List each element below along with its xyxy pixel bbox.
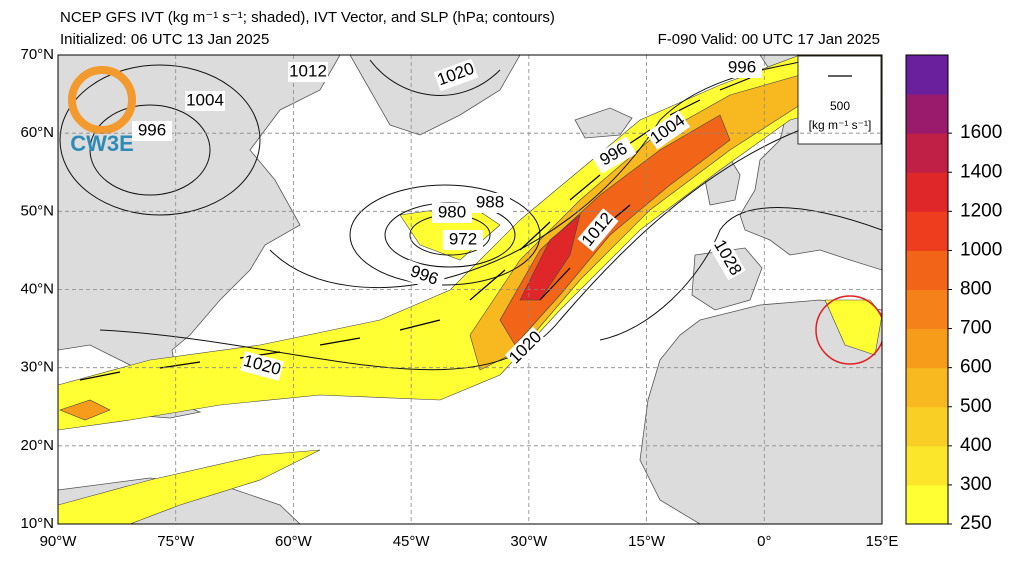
colorbar-segment (906, 133, 948, 173)
contour-label: 1004 (186, 90, 224, 109)
map: 500 [kg m⁻¹ s⁻¹] CW3E 1012 1020 9961004996… (58, 55, 882, 524)
contour-label: 1012 (289, 61, 327, 80)
colorbar-label: 400 (960, 435, 992, 456)
colorbar-segment (906, 367, 948, 408)
contour-label-bg (433, 58, 479, 92)
contour-label-bg (591, 136, 637, 174)
iceland (574, 107, 633, 139)
colorbar-label: 1200 (960, 200, 1002, 221)
colorbar-segment (906, 289, 948, 330)
contour-label-bg (401, 259, 447, 293)
colorbar-label: 1600 (960, 122, 1002, 143)
map-axes: 70°N 60°N 50°N 40°N 30°N 20°N 10°N90°W 75°W 60°W… (20, 46, 898, 550)
contour-label-bg (288, 62, 328, 82)
colorbar-segment (906, 172, 948, 212)
vector-key-value: 500 (830, 99, 850, 113)
lon-label: 15°W (628, 533, 666, 550)
colorbar-label: 1000 (960, 239, 1002, 260)
contour-label-bg (432, 203, 472, 223)
logo-ring (68, 66, 136, 134)
colorbar-segment (906, 406, 948, 447)
contour-label: 996 (728, 57, 756, 76)
lon-label: 0° (757, 533, 771, 550)
contour-label-bg (470, 193, 510, 213)
lon-label: 45°W (393, 533, 431, 550)
colorbar-segment (906, 250, 948, 290)
ivt-250-med (824, 299, 882, 356)
contour-label: 988 (476, 192, 504, 211)
colorbar-label: 800 (960, 279, 992, 300)
lat-label: 30°N (20, 359, 54, 376)
colorbar-segment (906, 55, 948, 95)
lon-label: 60°W (275, 533, 313, 550)
lon-label: 15°E (866, 533, 899, 550)
colorbar-segment (906, 94, 948, 134)
lat-label: 20°N (20, 437, 54, 454)
lat-label: 70°N (20, 46, 54, 63)
colorbar-segment (906, 328, 948, 369)
title: NCEP GFS IVT (kg m⁻¹ s⁻¹; shaded), IVT V… (60, 9, 555, 26)
colorbar-label: 1400 (960, 161, 1002, 182)
colorbar-frame (905, 54, 949, 525)
colorbar-segment (906, 484, 948, 525)
lat-label: 40°N (20, 280, 54, 297)
map-frame (57, 54, 883, 525)
contour-label: 972 (449, 229, 477, 248)
colorbar-label: 700 (960, 318, 992, 339)
north-america (58, 55, 341, 396)
colorbar-label: 500 (960, 396, 992, 417)
lon-label: 75°W (157, 533, 195, 550)
init-time: Initialized: 06 UTC 13 Jan 2025 (60, 31, 269, 48)
contour-label-bg (577, 208, 619, 252)
vector-key-units: [kg m⁻¹ s⁻¹] (809, 118, 872, 132)
contour-label: 996 (138, 120, 166, 139)
contour-label-bg (240, 351, 284, 381)
contour-label-bg (185, 91, 225, 111)
colorbar-label: 250 (960, 513, 992, 534)
colorbar-segment (906, 211, 948, 251)
lat-label: 10°N (20, 515, 54, 532)
ivt-vectors (79, 77, 751, 381)
contour-label-bg (132, 121, 172, 141)
contour-label-bg (722, 58, 762, 78)
contour-label-bg (645, 110, 691, 150)
lat-label: 60°N (20, 124, 54, 141)
colorbar-label: 300 (960, 474, 992, 495)
contour-label-bg (504, 326, 548, 370)
africa (639, 299, 882, 524)
lat-label: 50°N (20, 202, 54, 219)
contour-label-bg (708, 235, 746, 281)
colorbar: 250 300 400 500 600 700 800 1000 1200 1400 1600 (905, 54, 1002, 534)
colorbar-label: 600 (960, 357, 992, 378)
vector-key-box (797, 55, 882, 145)
ivt-250-south (58, 449, 321, 524)
ivt-600-west (59, 399, 111, 421)
lon-label: 30°W (510, 533, 548, 550)
lon-label: 90°W (40, 533, 78, 550)
iberia (691, 247, 763, 311)
highlight-circle (815, 295, 882, 365)
valid-time: F-090 Valid: 00 UTC 17 Jan 2025 (658, 31, 880, 48)
ivt-800 (499, 114, 731, 346)
contour-label: 980 (438, 202, 466, 221)
ivt-1200 (519, 214, 581, 301)
logo-text: CW3E (70, 131, 134, 156)
colorbar-segment (906, 445, 948, 486)
contour-label-bg (443, 230, 483, 250)
